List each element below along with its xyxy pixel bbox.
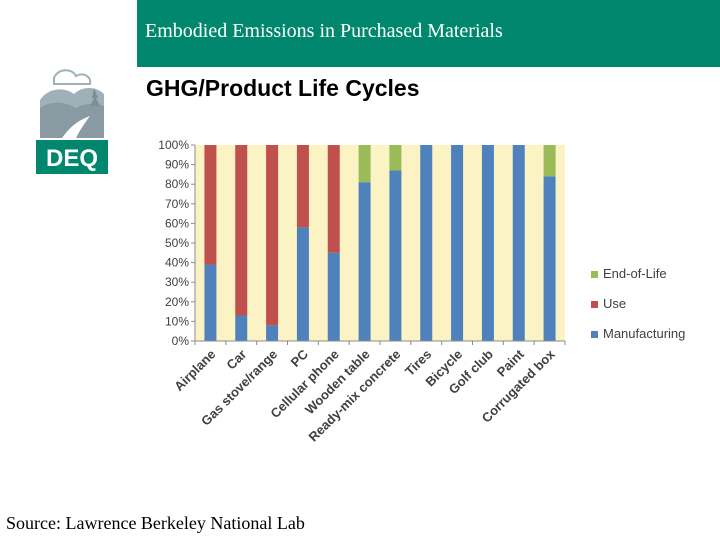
bar-manufacturing-10: [512, 145, 525, 341]
x-tick-label: Car: [223, 347, 249, 373]
bar-use-3: [296, 145, 309, 228]
legend-swatch-manufacturing: [591, 331, 598, 338]
bar-manufacturing-3: [296, 227, 309, 341]
y-tick-label: 100%: [158, 138, 189, 152]
y-tick-label: 80%: [165, 177, 189, 191]
landscape-icon: [40, 69, 104, 138]
logo-text: DEQ: [46, 145, 98, 172]
header-title: Embodied Emissions in Purchased Material…: [145, 20, 503, 42]
bar-manufacturing-0: [204, 264, 217, 341]
bar-use-4: [327, 145, 340, 253]
bar-use-0: [204, 145, 217, 265]
chart-subtitle: GHG/Product Life Cycles: [146, 75, 420, 101]
bar-end-of-life-5: [358, 145, 371, 183]
bar-use-2: [266, 145, 279, 326]
y-tick-label: 20%: [165, 295, 189, 309]
bar-manufacturing-11: [543, 176, 556, 341]
bar-end-of-life-6: [389, 145, 402, 171]
bar-manufacturing-8: [451, 145, 464, 341]
x-tick-label: PC: [288, 346, 312, 370]
legend-label: End-of-Life: [603, 266, 667, 281]
bar-manufacturing-9: [481, 145, 494, 341]
bar-manufacturing-5: [358, 182, 371, 341]
bar-end-of-life-11: [543, 145, 556, 177]
x-tick-label: Airplane: [171, 347, 218, 394]
bar-manufacturing-2: [266, 325, 279, 341]
y-tick-label: 10%: [165, 314, 189, 328]
legend-label: Use: [603, 296, 626, 311]
bar-manufacturing-6: [389, 170, 402, 341]
bar-manufacturing-4: [327, 252, 340, 341]
y-tick-label: 90%: [165, 158, 189, 172]
y-tick-label: 0%: [172, 334, 190, 348]
y-tick-label: 50%: [165, 236, 189, 250]
source-note: Source: Lawrence Berkeley National Lab: [6, 513, 305, 533]
y-tick-label: 40%: [165, 256, 189, 270]
deq-logo: DEQ: [36, 64, 108, 176]
legend-swatch-end-of-life: [591, 271, 598, 278]
plot-background: [195, 145, 565, 341]
bar-use-1: [235, 145, 248, 316]
legend-label: Manufacturing: [603, 326, 685, 341]
y-tick-label: 60%: [165, 216, 189, 230]
y-tick-label: 70%: [165, 197, 189, 211]
header-band: Embodied Emissions in Purchased Material…: [137, 0, 720, 67]
bar-manufacturing-7: [420, 145, 433, 341]
bar-manufacturing-1: [235, 315, 248, 341]
y-tick-label: 30%: [165, 275, 189, 289]
legend-swatch-use: [591, 301, 598, 308]
